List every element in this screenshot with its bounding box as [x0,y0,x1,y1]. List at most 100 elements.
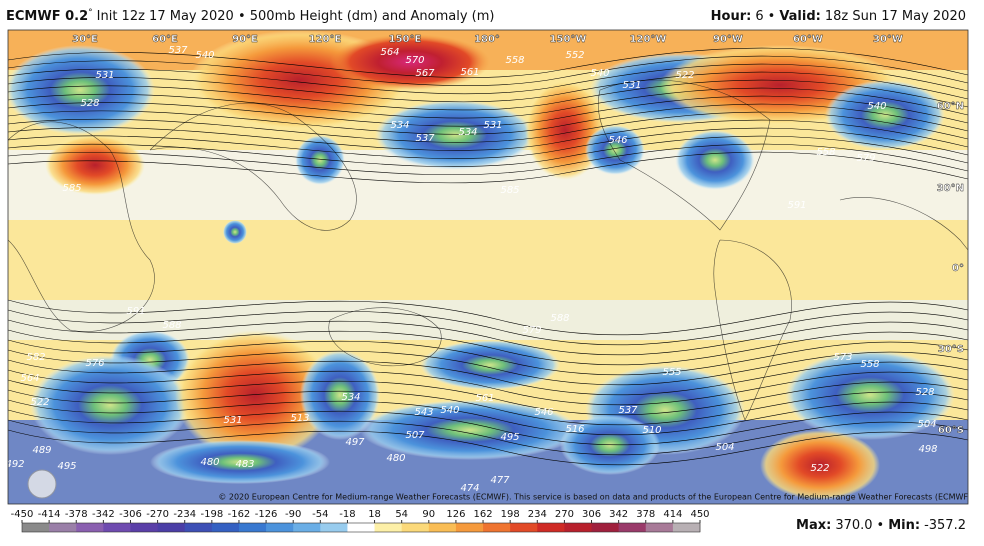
contour-line [8,87,968,119]
min: -357.2 [924,518,966,533]
colorbar-segment [537,523,565,532]
contour-label: 495 [57,461,76,472]
contour-label: 540 [195,50,214,61]
latitude-label: 0° [952,263,964,274]
colorbar: -450 -414 -378 -342 -306 -270 -234 -198 -162 -126… [11,509,710,533]
contour-label: 552 [565,50,584,61]
colorbar-segment [49,523,77,532]
contour-label: 507 [405,430,425,441]
contour-label: 522 [810,463,829,474]
map-frame [7,29,969,505]
contour-label: 561 [460,67,479,78]
colorbar-tick-label: 414 [663,509,682,520]
colorbar-tick-label: -414 [38,509,61,520]
colorbar-tick-label: 234 [528,509,547,520]
longitude-label: 150°W [550,34,587,45]
contour-label: 528 [915,387,934,398]
anomaly-low [675,130,755,190]
degree: ° [88,8,93,18]
map: 30°E 60°E 90°E 120°E 150°E 180° 150°W 120°W 90°W… [8,30,968,504]
colorbar-tick-label: -126 [255,509,278,520]
contour-label: 582 [26,352,45,363]
contour-line [8,419,968,456]
contour-label: 570 [405,55,424,66]
colorbar-tick-label: -234 [173,509,196,520]
contour-label: 498 [918,444,937,455]
colorbar-segment [103,523,131,532]
colorbar-tick-label: 162 [473,509,492,520]
colorbar-tick-label: -450 [11,509,34,520]
colorbar-tick-label: 378 [636,509,655,520]
contour-line [8,143,968,176]
colorbar-segment [455,523,484,532]
contour-line [8,63,968,95]
min-label: Min: [888,518,920,533]
latitude-label: 30°S [938,344,964,355]
colorbar-tick-label: 90 [422,509,435,520]
colorbar-segment [238,523,267,532]
colorbar-segment [618,523,647,532]
hour: 6 [755,9,763,24]
contour-line [8,299,968,336]
contour-line [8,135,968,167]
colorbar-tick-label: -342 [92,509,115,520]
contour-line [8,389,968,426]
extremes: Max: 370.0 • Min: -357.2 [796,518,966,533]
colorbar-segment [428,523,457,532]
longitude-label: 180° [474,34,500,45]
colorbar-tick-label: -18 [339,509,355,520]
valid-info: Hour: 6 • Valid: 18z Sun 17 May 2020 [711,9,966,24]
contour-label: 591 [787,200,806,211]
anomaly-low [420,340,560,390]
colorbar-tick-label: -270 [146,509,169,520]
contour-line [8,55,968,86]
contour-label: 489 [32,445,51,456]
contour-line [8,379,968,416]
longitude-label: 30°W [873,34,903,45]
colorbar-tick-label: -198 [200,509,223,520]
max: 370.0 [835,518,872,533]
contour-line [8,369,968,406]
contour-label: 537 [415,133,435,144]
graticule-labels: 30°E 60°E 90°E 120°E 150°E 180° 150°W 120°W 90°W… [72,34,964,436]
colorbar-tick-label: 18 [368,509,381,520]
longitude-label: 30°E [72,34,98,45]
anomaly-low [375,100,535,170]
anomaly-low [295,135,345,185]
contour-label: 546 [608,135,627,146]
contour-label: 558 [816,147,835,158]
hour-label: Hour: [711,9,752,24]
colorbar-tick-label: -90 [285,509,301,520]
contour-label: 546 [534,407,553,418]
colorbar-segment [320,523,348,532]
colorbar-tick-label: -54 [312,509,328,520]
contour-label: 567 [415,68,435,79]
colorbar-segment [157,523,186,532]
latitude-label: 30°N [937,183,964,194]
contour-label: 540 [867,101,886,112]
contour-label: 555 [662,367,681,378]
colorbar-tick-label: 306 [582,509,601,520]
contour-label: 531 [622,80,641,91]
colorbar-segment [564,523,593,532]
colorbar-segment [22,523,50,532]
contour-labels: 531 528 540 537 564 570 567 561 558 534 537 534 531 5… [8,45,938,494]
colorbar-tick-label: 126 [446,509,465,520]
colorbar-frame [21,522,701,533]
contour-label: 537 [168,45,188,56]
longitude-label: 120°E [309,34,342,45]
contour-label: 540 [590,68,609,79]
contour-label: 480 [386,453,405,464]
longitude-label: 90°W [713,34,743,45]
contour-line [8,79,968,111]
contour-line [8,409,968,446]
contour-line [8,399,968,436]
title: ECMWF 0.2° Init 12z 17 May 2020 • 500mb H… [6,8,494,24]
valid-label: Valid: [779,9,821,24]
contour-line [8,309,968,346]
colorbar-tick-label: 54 [395,509,408,520]
anomaly-high [760,430,880,500]
contour-label: 480 [200,457,219,468]
